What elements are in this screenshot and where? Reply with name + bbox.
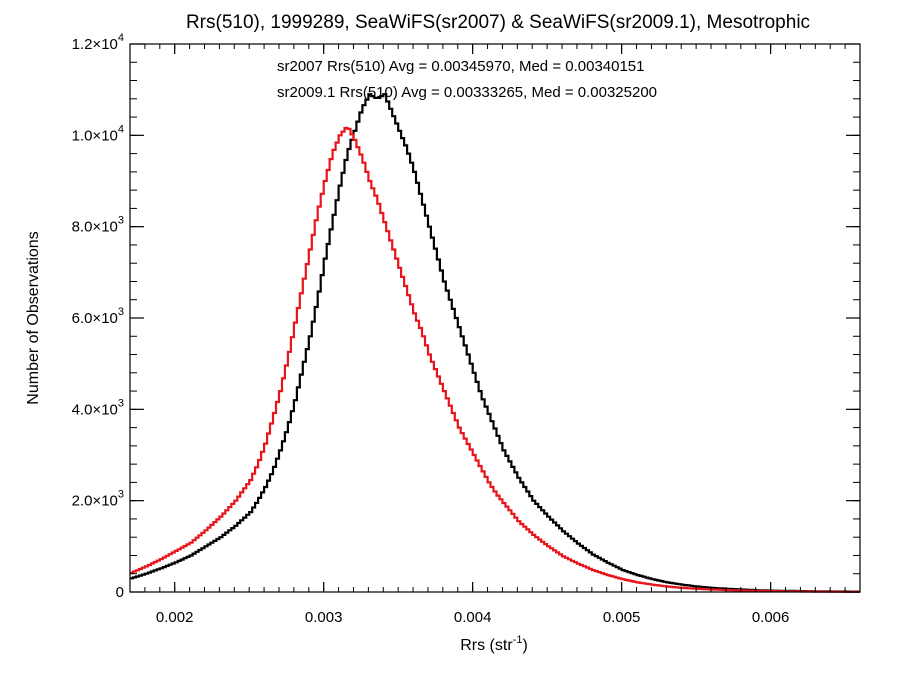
stats-annotation-sr2009: sr2009.1 Rrs(510) Avg = 0.00333265, Med … [277,84,657,101]
stats-annotation-sr2007: sr2007 Rrs(510) Avg = 0.00345970, Med = … [277,58,645,75]
x-axis-label: Rrs (str-1) [460,634,528,654]
series-layer [130,93,860,593]
x-tick-label: 0.003 [305,609,343,626]
y-axis: 0 2.0×103 4.0×103 6.0×103 8.0×103 1.0×104 1.2×… [72,32,860,601]
x-tick-label: 0.005 [603,609,641,626]
y-tick-label: 4.0×103 [72,397,124,418]
y-tick-label: 1.0×104 [72,123,124,144]
plot-frame [129,43,861,593]
y-tick-label: 1.2×104 [72,32,124,53]
series-line-1 [130,126,860,593]
x-axis: 0.002 0.003 0.004 0.005 0.006 [129,44,861,626]
y-tick-label: 6.0×103 [72,306,124,327]
y-tick-label: 0 [116,584,124,601]
y-tick-label: 8.0×103 [72,215,124,236]
chart-title: Rrs(510), 1999289, SeaWiFS(sr2007) & Sea… [186,12,810,33]
x-tick-label: 0.004 [454,609,492,626]
y-axis-label: Number of Observations [25,231,42,404]
x-tick-label: 0.006 [752,609,790,626]
x-tick-label: 0.002 [156,609,194,626]
series-line-0 [130,93,860,593]
y-tick-label: 2.0×103 [72,489,124,510]
